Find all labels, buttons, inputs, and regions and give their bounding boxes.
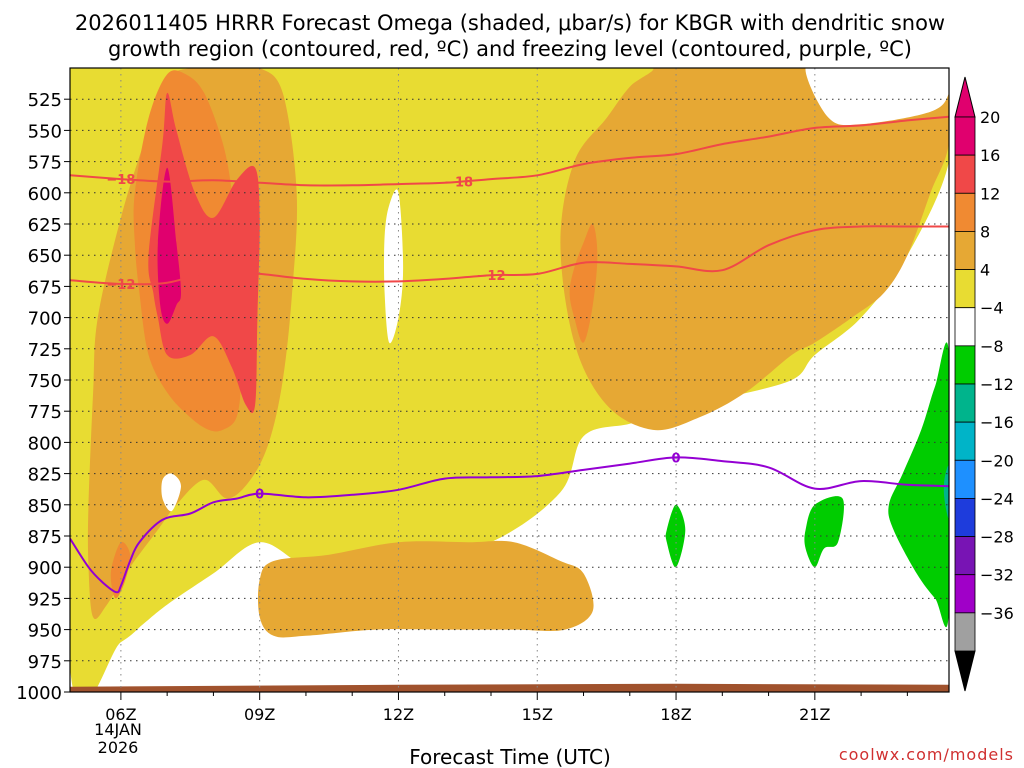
- date-label-day: 14JAN: [94, 720, 142, 739]
- colorbar-label-12: −32: [980, 566, 1014, 585]
- ground-band: [70, 683, 949, 692]
- colorbar-swatch-13: [954, 612, 976, 652]
- x-axis: 06Z 09Z 12Z 15Z 18Z 21Z: [105, 692, 908, 724]
- y-tick-label-625: 625: [28, 215, 62, 236]
- contour-line-1: [70, 225, 949, 286]
- colorbar-label-5: −4: [980, 299, 1004, 318]
- contour-label-0-0: −18: [106, 173, 135, 188]
- y-tick-label-725: 725: [28, 340, 62, 361]
- y-tick-label-525: 525: [28, 90, 62, 111]
- omega-region-8: [157, 167, 181, 324]
- y-tick-label-1000: 1000: [16, 683, 62, 704]
- colorbar: 20 16 12 8 4 −4 −8 −12 −16 −20 −24 −28 −32 −36: [954, 76, 1014, 692]
- x-tick-label-21Z: 21Z: [799, 705, 830, 724]
- colorbar-swatch-2: [954, 192, 976, 232]
- colorbar-label-9: −20: [980, 451, 1014, 470]
- contour-line-2: [70, 456, 949, 594]
- colorbar-swatch-10: [954, 498, 976, 537]
- y-tick-label-950: 950: [28, 621, 62, 642]
- colorbar-swatch-12: [954, 574, 976, 614]
- colorbar-swatch-8: [954, 421, 976, 461]
- colorbar-swatch-6: [954, 345, 976, 385]
- omega-region-3: [379, 68, 949, 431]
- colorbar-label-8: −16: [980, 413, 1014, 432]
- y-tick-label-900: 900: [28, 558, 62, 579]
- colorbar-top-arrow: [954, 76, 976, 118]
- colorbar-label-10: −24: [980, 489, 1014, 508]
- x-tick-label-06Z: 06Z: [105, 705, 136, 724]
- y-tick-label-700: 700: [28, 309, 62, 330]
- omega-region-10: [665, 504, 686, 568]
- colorbar-swatch-5: [954, 307, 976, 347]
- contour-label-1-0: −12: [106, 278, 135, 293]
- y-tick-label-575: 575: [28, 153, 62, 174]
- colorbar-label-13: −36: [980, 604, 1014, 623]
- colorbar-swatch-9: [954, 459, 976, 499]
- y-tick-label-875: 875: [28, 527, 62, 548]
- contour-line-0: [70, 115, 949, 187]
- watermark: coolwx.com/models: [839, 745, 1014, 764]
- omega-region-2: [257, 540, 594, 638]
- colorbar-label-2: 12: [980, 184, 1000, 203]
- x-axis-label: Forecast Time (UTC): [409, 745, 611, 768]
- y-tick-label-800: 800: [28, 433, 62, 454]
- omega-region-7: [148, 92, 260, 414]
- colorbar-label-0: 20: [980, 108, 1000, 127]
- colorbar-label-6: −8: [980, 337, 1004, 356]
- omega-region-5: [569, 223, 598, 343]
- colorbar-label-3: 8: [980, 222, 990, 241]
- colorbar-swatch-0: [954, 116, 976, 156]
- colorbar-label-1: 16: [980, 146, 1000, 165]
- contour-label-2-1: 0: [672, 451, 681, 466]
- colorbar-swatch-4: [954, 269, 976, 309]
- y-tick-label-675: 675: [28, 277, 62, 298]
- gridlines: [70, 68, 949, 692]
- omega-weak-area-2: [805, 68, 949, 126]
- date-label-year: 2026: [98, 738, 139, 757]
- y-tick-label-850: 850: [28, 496, 62, 517]
- colorbar-swatch-3: [954, 231, 976, 270]
- y-tick-label-550: 550: [28, 121, 62, 142]
- omega-region-11: [804, 496, 844, 568]
- colorbar-swatch-7: [954, 383, 976, 423]
- colorbar-label-4: 4: [980, 261, 990, 280]
- y-tick-label-975: 975: [28, 652, 62, 673]
- omega-weak-area-0: [384, 189, 404, 344]
- omega-weak-area-1: [161, 473, 181, 512]
- contour-label-2-0: 0: [255, 488, 264, 503]
- y-tick-label-825: 825: [28, 465, 62, 486]
- colorbar-swatch-11: [954, 536, 976, 576]
- omega-shading: [70, 68, 949, 692]
- colorbar-label-11: −28: [980, 528, 1014, 547]
- x-tick-label-12Z: 12Z: [383, 705, 414, 724]
- omega-region-6: [110, 541, 131, 599]
- colorbar-bottom-arrow: [954, 650, 976, 692]
- omega-region-12: [943, 465, 949, 519]
- y-axis: 525 550 575 600 625 650 675 700 725 750 775 800 825 8…: [16, 90, 70, 704]
- y-tick-label-925: 925: [28, 589, 62, 610]
- chart-title-line1: 2026011405 HRRR Forecast Omega (shaded, …: [75, 11, 945, 35]
- x-tick-label-18Z: 18Z: [660, 705, 691, 724]
- y-tick-label-650: 650: [28, 246, 62, 267]
- contour-label-1-1: −12: [477, 269, 506, 284]
- ground-surface: [70, 683, 949, 692]
- temperature-contours: −18 −18 −12 −12 0 0: [70, 115, 949, 594]
- contour-label-0-1: −18: [444, 176, 473, 191]
- colorbar-label-7: −12: [980, 375, 1014, 394]
- x-tick-label-09Z: 09Z: [244, 705, 275, 724]
- chart-title-line2: growth region (contoured, red, ºC) and f…: [108, 37, 912, 61]
- x-tick-label-15Z: 15Z: [522, 705, 553, 724]
- y-tick-label-775: 775: [28, 402, 62, 423]
- colorbar-swatch-1: [954, 154, 976, 194]
- y-tick-label-600: 600: [28, 184, 62, 205]
- y-tick-label-750: 750: [28, 371, 62, 392]
